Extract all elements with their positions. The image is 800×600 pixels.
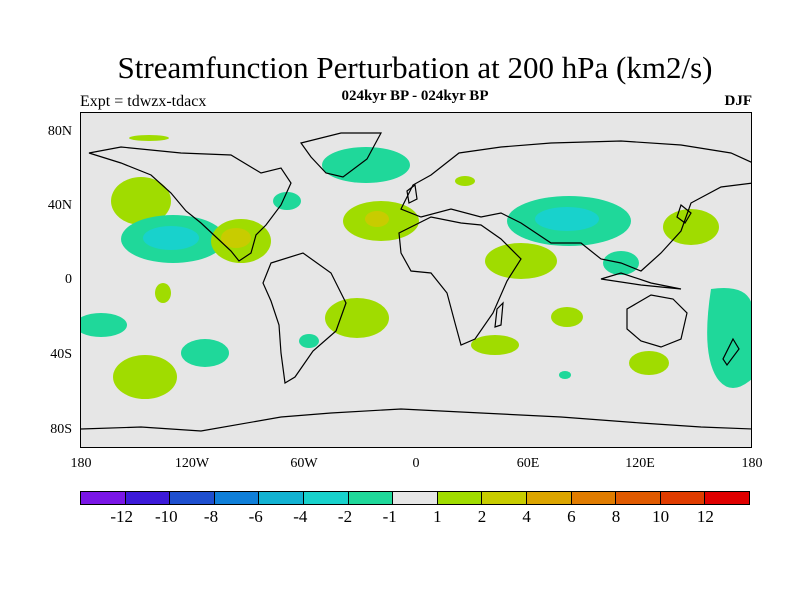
anomaly-shading bbox=[81, 135, 751, 399]
north-america-outline bbox=[88, 146, 292, 262]
lon-label: 60W bbox=[290, 456, 318, 471]
coastlines bbox=[81, 132, 751, 432]
colorbar-swatch bbox=[571, 492, 617, 504]
colorbar-label: 4 bbox=[522, 507, 531, 526]
antarctica-outline bbox=[81, 408, 751, 432]
anomaly-epac bbox=[155, 283, 171, 303]
colorbar-swatch bbox=[482, 492, 527, 504]
colorbar-swatch bbox=[303, 492, 349, 504]
colorbar-label: -1 bbox=[382, 507, 397, 526]
colorbar-label: 6 bbox=[567, 507, 576, 526]
colorbar-swatch bbox=[616, 492, 661, 504]
lon-label: 120W bbox=[174, 456, 210, 471]
indonesia-outline bbox=[600, 272, 682, 290]
greenland-outline bbox=[299, 132, 383, 178]
colorbar-label: -6 bbox=[248, 507, 263, 526]
africa-outline bbox=[398, 216, 522, 346]
anomaly-tasman bbox=[629, 351, 669, 375]
uk-outline bbox=[406, 183, 418, 204]
colorbar-swatch bbox=[705, 492, 749, 504]
south-america-outline bbox=[262, 252, 347, 384]
anomaly-small bbox=[559, 371, 571, 379]
lat-label: 40S bbox=[50, 347, 72, 362]
map-canvas bbox=[81, 132, 751, 432]
colorbar-label: -2 bbox=[337, 507, 353, 526]
anomaly-scand bbox=[455, 176, 475, 186]
season-label: DJF bbox=[724, 93, 753, 109]
anomaly-indian bbox=[551, 307, 583, 327]
colorbar-swatch bbox=[170, 492, 215, 504]
colorbar-swatch bbox=[526, 492, 572, 504]
madagascar-outline bbox=[494, 301, 504, 328]
experiment-label: Expt = tdwzx-tdacx bbox=[80, 93, 207, 110]
anomaly-spac-lime bbox=[113, 355, 177, 399]
lat-label: 0 bbox=[65, 272, 72, 287]
anomaly-sa-south bbox=[299, 334, 319, 348]
lon-label: 180 bbox=[741, 456, 763, 471]
map-panel bbox=[80, 112, 752, 448]
colorbar-label: 1 bbox=[433, 507, 442, 526]
lon-label: 120E bbox=[625, 456, 655, 471]
colorbar-label: -10 bbox=[154, 507, 178, 526]
lon-label: 180 bbox=[70, 456, 92, 471]
lon-label: 0 bbox=[412, 456, 420, 471]
lon-label: 60E bbox=[516, 456, 540, 471]
colorbar-label: 2 bbox=[477, 507, 487, 526]
anomaly-west-edge bbox=[81, 313, 127, 337]
colorbar bbox=[80, 491, 750, 505]
colorbar-swatch bbox=[660, 492, 706, 504]
colorbar-swatch bbox=[437, 492, 483, 504]
anomaly-mexico-core bbox=[221, 228, 251, 248]
lat-label: 80S bbox=[50, 422, 72, 437]
anomaly-npac-core bbox=[143, 226, 199, 250]
anomaly-natl-core bbox=[365, 211, 389, 227]
anomaly-safrica bbox=[471, 335, 519, 355]
colorbar-swatch bbox=[125, 492, 171, 504]
lat-label: 40N bbox=[47, 198, 72, 213]
anomaly-nwatl bbox=[273, 192, 301, 210]
colorbar-swatch bbox=[348, 492, 394, 504]
chart-subtitle: 024kyr BP - 024kyr BP bbox=[341, 88, 489, 104]
australia-outline bbox=[626, 294, 688, 348]
colorbar-swatch bbox=[393, 492, 438, 504]
anomaly-arctic-strip bbox=[129, 135, 169, 141]
colorbar-label: 12 bbox=[696, 507, 714, 526]
japan-outline bbox=[676, 203, 692, 224]
colorbar-label: -8 bbox=[203, 507, 219, 526]
colorbar-swatch bbox=[81, 492, 126, 504]
colorbar-label: -12 bbox=[110, 507, 133, 526]
colorbar-label: 10 bbox=[652, 507, 670, 526]
anomaly-asia-core bbox=[535, 207, 599, 231]
colorbar-swatch bbox=[214, 492, 260, 504]
anomaly-arctic-green bbox=[322, 147, 410, 183]
anomaly-satl bbox=[325, 298, 389, 338]
anomaly-nz bbox=[707, 288, 751, 388]
colorbar-label: -4 bbox=[293, 507, 308, 526]
anomaly-arabia bbox=[485, 243, 557, 279]
anomaly-spac-cyan bbox=[181, 339, 229, 367]
anomaly-npac-west bbox=[111, 177, 171, 225]
chart-title: Streamfunction Perturbation at 200 hPa (… bbox=[117, 50, 713, 85]
lat-label: 80N bbox=[47, 124, 72, 139]
colorbar-swatch bbox=[259, 492, 304, 504]
eurasia-outline bbox=[400, 140, 751, 272]
anomaly-japan bbox=[663, 209, 719, 245]
colorbar-label: 8 bbox=[611, 507, 621, 526]
nz-outline bbox=[722, 337, 740, 367]
